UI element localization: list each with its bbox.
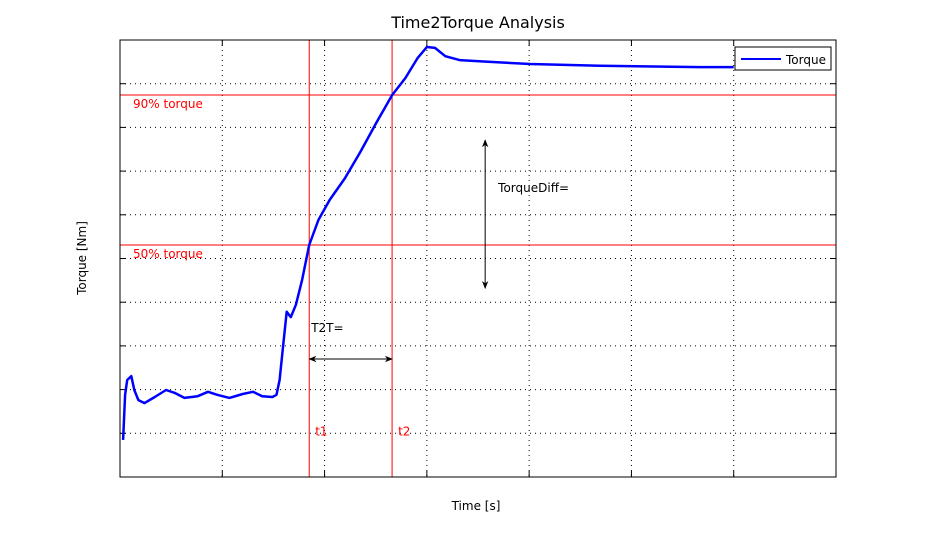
- legend-label: Torque: [785, 53, 826, 67]
- grid: [120, 40, 836, 477]
- reference-label: t1: [315, 424, 327, 438]
- reference-label: 90% torque: [133, 97, 203, 111]
- reference-label: 50% torque: [133, 247, 203, 261]
- x-axis-label: Time [s]: [451, 499, 501, 513]
- series-layer: [121, 45, 734, 440]
- torque-line: [121, 45, 734, 440]
- legend-box: [734, 46, 832, 71]
- chart-title: Time2Torque Analysis: [390, 13, 565, 32]
- reference-label: t2: [398, 424, 410, 438]
- torque-diff-label: TorqueDiff=: [497, 181, 569, 195]
- legend: Torque: [734, 46, 832, 71]
- t2t-label: T2T=: [310, 321, 343, 335]
- reference-lines: 90% torque 50% torque t1 t2: [120, 40, 836, 477]
- plot-frame: [119, 39, 837, 478]
- y-axis-label: Torque [Nm]: [75, 221, 89, 296]
- annotations: T2T= TorqueDiff=: [308, 139, 569, 363]
